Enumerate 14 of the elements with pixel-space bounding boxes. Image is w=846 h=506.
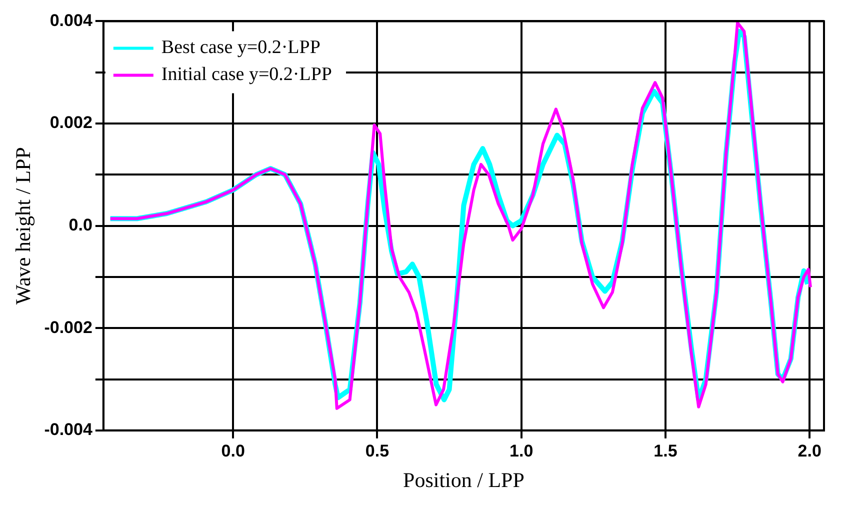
- legend-label: Initial case y=0.2·LPP: [161, 64, 332, 86]
- x-axis-title: Position / LPP: [403, 468, 524, 492]
- y-axis-title: Wave height / LPP: [11, 147, 36, 305]
- y-tick-label: -0.004: [44, 420, 93, 440]
- x-tick-label: 0.0: [221, 441, 245, 460]
- x-tick-label: 1.5: [654, 441, 678, 460]
- y-tick-label: 0.0: [68, 215, 92, 234]
- y-tick-label: -0.002: [44, 318, 92, 337]
- y-tick-label: 0.002: [50, 113, 92, 132]
- y-tick-label: 0.004: [50, 10, 93, 30]
- x-tick-label: 0.5: [365, 441, 390, 460]
- x-tick-label: 2.0: [798, 441, 822, 460]
- x-tick-label: 1.0: [510, 441, 534, 460]
- legend-label: Best case y=0.2·LPP: [161, 37, 320, 58]
